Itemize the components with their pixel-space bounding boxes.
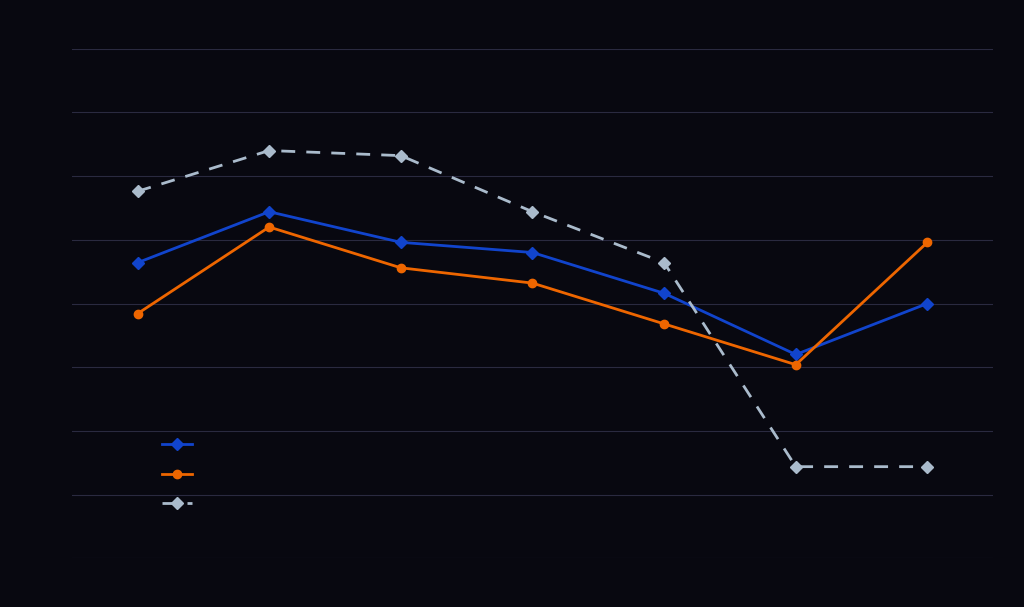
Legend: , , : , ,	[162, 438, 203, 510]
